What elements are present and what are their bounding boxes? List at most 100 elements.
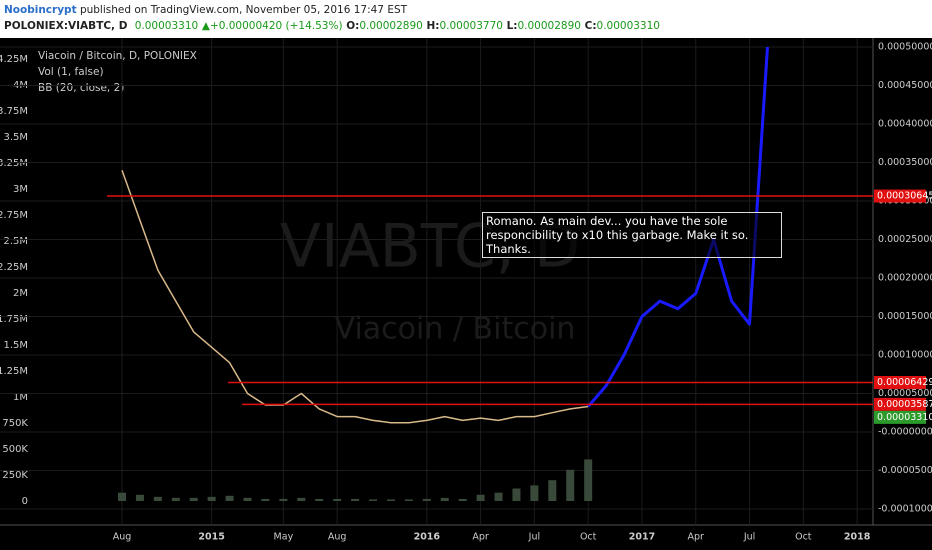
x-tick-label: 2017 xyxy=(629,532,655,543)
price-tag-label: 0.00030645 xyxy=(877,191,932,202)
price-tag-label: 0.00003587 xyxy=(877,399,932,410)
y-tick-label: 3.75M xyxy=(0,106,28,117)
price-tag xyxy=(874,397,926,411)
y2-tick-label: 0.00005000 xyxy=(878,388,932,399)
volume-bar xyxy=(566,469,575,501)
ohlc-key: H: xyxy=(426,20,440,32)
volume-bar xyxy=(297,497,306,501)
price-tag-label: 0.00003310 xyxy=(877,412,932,423)
y2-tick-label: 0.00010000 xyxy=(878,349,932,360)
volume-bar xyxy=(225,495,234,501)
volume-bar xyxy=(118,492,126,501)
y-tick-label: 750K xyxy=(2,418,28,429)
y-tick-label: 2.25M xyxy=(0,262,28,273)
x-tick-label: Aug xyxy=(113,532,132,543)
y2-tick-label: 0.00020000 xyxy=(878,272,932,283)
volume-bar xyxy=(171,497,180,501)
publish-line: Noobincrypt published on TradingView.com… xyxy=(4,4,407,16)
y2-tick-label: -0.00010000 xyxy=(878,503,932,514)
x-tick-label: 2016 xyxy=(414,532,441,543)
y2-tick-label: 0.00045000 xyxy=(878,80,932,91)
indicator: BB (20, close, 2) xyxy=(38,82,124,94)
volume-bar xyxy=(494,492,503,501)
header: Noobincrypt published on TradingView.com… xyxy=(0,0,932,38)
y-tick-label: 1M xyxy=(13,392,28,403)
y2-tick-label: 0.00035000 xyxy=(878,157,932,168)
y-tick-label: 3.25M xyxy=(0,158,28,169)
chart-bg xyxy=(0,38,932,550)
ohlc-value: 0.00003310 xyxy=(596,20,660,32)
x-tick-label: Jul xyxy=(528,532,540,543)
y-tick-label: 1.25M xyxy=(0,366,28,377)
y-tick-label: 0 xyxy=(22,496,28,507)
change: +0.00000420 (+14.53%) xyxy=(209,20,343,32)
ohlc-key: O: xyxy=(346,20,360,32)
volume-bar xyxy=(315,498,324,501)
x-tick-label: Apr xyxy=(688,532,705,543)
ohlc-key: C: xyxy=(584,20,597,32)
x-tick-label: 2015 xyxy=(198,532,224,543)
x-tick-label: Jul xyxy=(743,532,755,543)
y2-tick-label: 0.00015000 xyxy=(878,311,932,322)
ohlc-value: 0.00003770 xyxy=(439,20,503,32)
volume-bar xyxy=(261,498,270,501)
x-tick-label: May xyxy=(274,532,294,543)
volume-bar xyxy=(530,485,539,501)
y-tick-label: 1.5M xyxy=(3,340,28,351)
volume-bar xyxy=(440,497,449,501)
volume-bar xyxy=(189,497,198,501)
published: published on TradingView.com, November 0… xyxy=(79,4,408,16)
y-tick-label: 2M xyxy=(13,288,28,299)
volume-bar xyxy=(207,496,216,501)
arrow: ▲ xyxy=(201,20,210,32)
y2-tick-label: 0.00050000 xyxy=(878,42,932,53)
volume-bar xyxy=(476,494,485,501)
y-tick-label: 250K xyxy=(2,470,28,481)
price-line xyxy=(587,46,769,408)
y-tick-label: 1.75M xyxy=(0,314,28,325)
volume-bar xyxy=(135,494,144,501)
ohlc-value: 0.00002890 xyxy=(517,20,581,32)
volume-bar xyxy=(458,498,467,501)
y2-tick-label: 0.00040000 xyxy=(878,119,932,130)
y2-tick-label: 0.00025000 xyxy=(878,234,932,245)
y2-tick-label: -0.00005000 xyxy=(878,465,932,476)
volume-bar xyxy=(404,499,413,501)
y-tick-label: 2.5M xyxy=(3,236,28,247)
symbol: POLONIEX:VIABTC, D xyxy=(4,20,128,32)
volume-bar xyxy=(279,498,288,501)
volume-bar xyxy=(243,497,252,501)
x-tick-label: Oct xyxy=(580,532,597,543)
volume-bar xyxy=(351,498,360,501)
y-tick-label: 3.5M xyxy=(3,132,28,143)
ohlc-value: 0.00002890 xyxy=(359,20,423,32)
price-tag xyxy=(874,410,926,424)
ohlc: O:0.00002890 H:0.00003770 L:0.00002890 C… xyxy=(346,20,660,32)
author[interactable]: Noobincrypt xyxy=(4,4,77,16)
watermark-sub: Viacoin / Bitcoin xyxy=(335,312,576,347)
volume-bar xyxy=(153,496,162,501)
volume-bar xyxy=(369,499,378,501)
volume-bar xyxy=(386,499,395,501)
annotation: Romano. As main dev... you have the sole… xyxy=(482,212,782,258)
indicator: Vol (1, false) xyxy=(38,66,104,78)
y-tick-label: 4.25M xyxy=(0,54,28,65)
volume-bar xyxy=(548,480,557,501)
volume-bar xyxy=(512,488,521,501)
x-tick-label: 2018 xyxy=(844,532,871,543)
volume-bar xyxy=(584,459,593,501)
volume-bar xyxy=(333,498,342,501)
price-tag xyxy=(874,189,926,203)
x-tick-label: Oct xyxy=(795,532,812,543)
volume-bar xyxy=(422,498,431,501)
x-tick-label: Apr xyxy=(472,532,489,543)
y-tick-label: 3M xyxy=(13,184,28,195)
y-tick-label: 2.75M xyxy=(0,210,28,221)
price-tag-label: 0.00006429 xyxy=(877,377,932,388)
quote-line: POLONIEX:VIABTC, D 0.00003310 ▲+0.000004… xyxy=(4,20,660,32)
ohlc-key: L: xyxy=(506,20,518,32)
price-tag xyxy=(874,375,926,389)
